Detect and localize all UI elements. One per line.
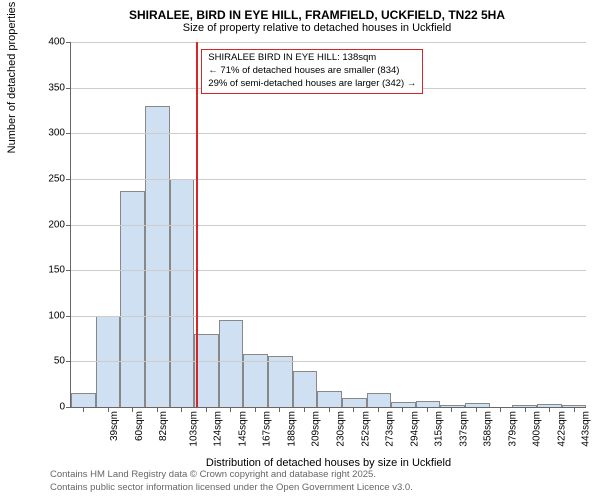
y-tick-label: 0 xyxy=(59,402,71,413)
histogram-bar xyxy=(120,191,145,407)
x-tick-mark xyxy=(157,407,158,412)
x-tick-mark xyxy=(402,407,403,412)
x-tick-label: 358sqm xyxy=(483,411,494,447)
x-tick-label: 82sqm xyxy=(158,411,169,441)
chart-container: SHIRALEE, BIRD IN EYE HILL, FRAMFIELD, U… xyxy=(44,8,590,408)
x-tick-label: 60sqm xyxy=(134,411,145,441)
x-tick-label: 209sqm xyxy=(311,411,322,447)
x-tick-label: 337sqm xyxy=(458,411,469,447)
gridline-h xyxy=(71,133,586,134)
x-tick-label: 443sqm xyxy=(581,411,592,447)
x-tick-mark xyxy=(108,407,109,412)
chart-title-main: SHIRALEE, BIRD IN EYE HILL, FRAMFIELD, U… xyxy=(44,8,590,22)
x-tick-mark xyxy=(304,407,305,412)
x-tick-mark xyxy=(279,407,280,412)
x-tick-label: 145sqm xyxy=(237,411,248,447)
histogram-bar xyxy=(367,393,392,407)
x-tick-label: 379sqm xyxy=(507,411,518,447)
gridline-h xyxy=(71,179,586,180)
x-tick-label: 39sqm xyxy=(109,411,120,441)
y-tick-label: 400 xyxy=(48,37,71,48)
histogram-bar xyxy=(268,356,293,407)
x-tick-label: 167sqm xyxy=(262,411,273,447)
gridline-h xyxy=(71,361,586,362)
x-tick-label: 252sqm xyxy=(360,411,371,447)
histogram-bar xyxy=(465,403,490,407)
histogram-bar xyxy=(170,179,195,407)
histogram-bar xyxy=(71,393,96,407)
y-tick-label: 300 xyxy=(48,128,71,139)
annotation-line: SHIRALEE BIRD IN EYE HILL: 138sqm xyxy=(208,52,416,65)
chart-title-sub: Size of property relative to detached ho… xyxy=(44,22,590,34)
histogram-bar xyxy=(416,401,441,407)
annotation-box: SHIRALEE BIRD IN EYE HILL: 138sqm← 71% o… xyxy=(201,49,423,93)
x-tick-mark xyxy=(353,407,354,412)
y-tick-label: 100 xyxy=(48,310,71,321)
x-tick-label: 188sqm xyxy=(287,411,298,447)
x-tick-mark xyxy=(378,407,379,412)
x-tick-mark xyxy=(574,407,575,412)
histogram-bar xyxy=(219,320,244,407)
annotation-line: ← 71% of detached houses are smaller (83… xyxy=(208,65,416,78)
x-tick-mark xyxy=(549,407,550,412)
x-tick-mark xyxy=(329,407,330,412)
x-tick-mark xyxy=(132,407,133,412)
footer-line-2: Contains public sector information licen… xyxy=(50,482,590,494)
x-tick-mark xyxy=(83,407,84,412)
histogram-bar xyxy=(317,391,342,407)
y-axis-label: Number of detached properties xyxy=(6,2,18,154)
x-tick-mark xyxy=(206,407,207,412)
x-tick-label: 124sqm xyxy=(213,411,224,447)
gridline-h xyxy=(71,270,586,271)
histogram-bar xyxy=(293,371,318,408)
plot-area: Distribution of detached houses by size … xyxy=(70,42,586,408)
y-tick-label: 200 xyxy=(48,219,71,230)
x-tick-mark xyxy=(230,407,231,412)
x-tick-mark xyxy=(451,407,452,412)
footer-line-1: Contains HM Land Registry data © Crown c… xyxy=(50,469,590,481)
y-tick-label: 250 xyxy=(48,173,71,184)
x-tick-label: 230sqm xyxy=(336,411,347,447)
x-tick-label: 294sqm xyxy=(409,411,420,447)
annotation-line: 29% of semi-detached houses are larger (… xyxy=(208,78,416,91)
y-tick-label: 350 xyxy=(48,82,71,93)
x-tick-mark xyxy=(500,407,501,412)
x-tick-mark xyxy=(427,407,428,412)
histogram-bar xyxy=(391,402,416,407)
x-tick-label: 422sqm xyxy=(556,411,567,447)
x-tick-label: 103sqm xyxy=(188,411,199,447)
x-tick-label: 315sqm xyxy=(434,411,445,447)
gridline-h xyxy=(71,225,586,226)
gridline-h xyxy=(71,42,586,43)
x-tick-mark xyxy=(476,407,477,412)
x-tick-mark xyxy=(181,407,182,412)
x-axis-label: Distribution of detached houses by size … xyxy=(71,457,586,469)
marker-line xyxy=(196,42,198,407)
x-tick-label: 273sqm xyxy=(385,411,396,447)
y-tick-label: 150 xyxy=(48,265,71,276)
y-tick-label: 50 xyxy=(54,356,71,367)
x-tick-mark xyxy=(255,407,256,412)
footer-attribution: Contains HM Land Registry data © Crown c… xyxy=(50,469,590,494)
x-tick-mark xyxy=(525,407,526,412)
histogram-bar xyxy=(342,398,367,407)
gridline-h xyxy=(71,316,586,317)
x-tick-label: 400sqm xyxy=(532,411,543,447)
histogram-bar xyxy=(440,405,465,407)
